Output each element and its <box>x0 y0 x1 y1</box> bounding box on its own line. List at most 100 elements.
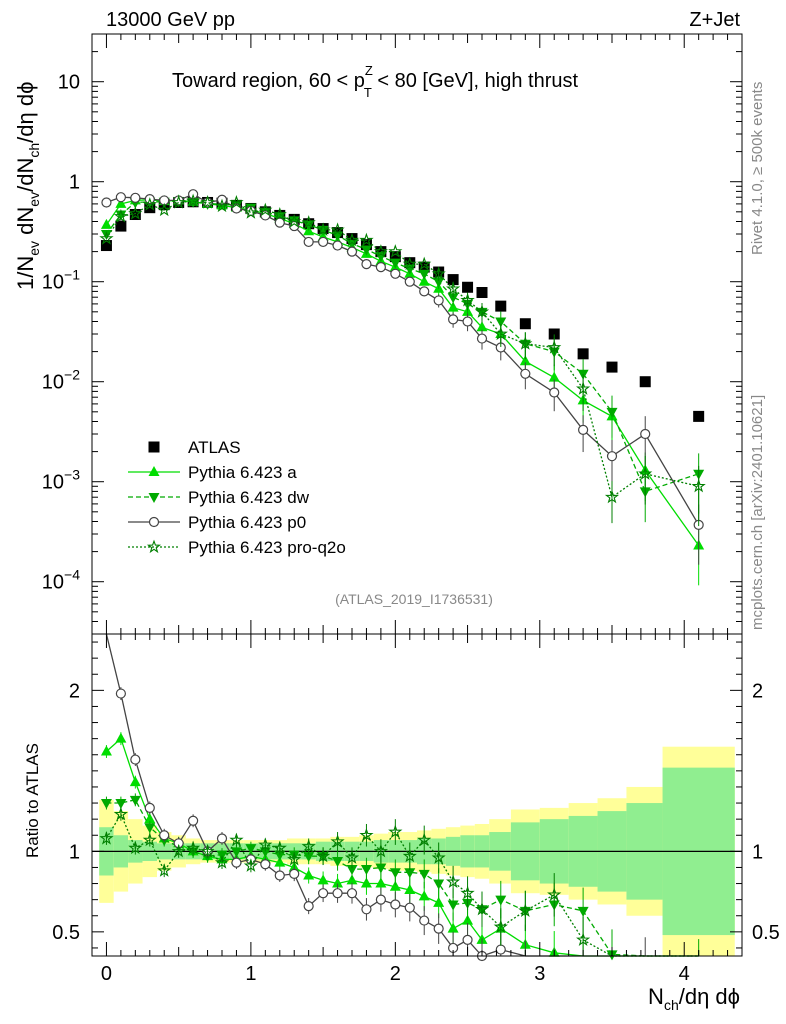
point-p0 <box>390 268 401 279</box>
ratio-point-p0 <box>318 888 329 899</box>
point-a <box>476 321 488 332</box>
ratio-point-p0 <box>419 915 430 926</box>
ratio-point-p0 <box>332 888 343 899</box>
ratio-point-p0 <box>346 888 358 899</box>
point-a <box>115 197 127 208</box>
ratio-point-pro <box>301 838 316 853</box>
ratio-point-pro <box>431 850 446 864</box>
ratio-point-dw <box>274 850 286 861</box>
point-p0 <box>303 236 314 248</box>
ratio-point-p0 <box>390 899 401 910</box>
ratio-y-tick-label: 2 <box>69 680 80 702</box>
ratio-point-a <box>404 883 416 894</box>
ratio-point-a <box>418 890 430 901</box>
point-atlas <box>447 274 459 286</box>
point-pro <box>128 206 143 220</box>
point-pro <box>604 489 620 504</box>
point-p0 <box>260 210 271 221</box>
ratio-point-dw <box>230 847 242 858</box>
point-pro <box>316 222 331 236</box>
ratio-point-a <box>332 877 344 888</box>
point-p0 <box>462 316 473 327</box>
ratio-point-a <box>447 922 459 933</box>
point-p0 <box>433 295 444 306</box>
legend-marker-p0 <box>148 516 160 528</box>
ratio-point-p0 <box>361 904 372 915</box>
point-atlas <box>693 410 705 422</box>
ratio-point-pro <box>547 887 562 901</box>
legend-label-pro: Pythia 6.423 pro-q2o <box>188 538 346 557</box>
header-right: Z+Jet <box>689 9 740 31</box>
x-tick-label: 0 <box>101 963 112 985</box>
point-atlas <box>389 251 401 263</box>
ratio-point-a <box>100 745 112 756</box>
point-dw <box>495 317 507 328</box>
series-line-dw <box>105 200 699 493</box>
legend-marker-pro <box>146 539 162 554</box>
point-atlas <box>495 300 507 312</box>
exponent: −4 <box>64 567 80 583</box>
ratio-y-axis-label: Ratio to ATLAS <box>23 743 42 858</box>
point-atlas <box>548 328 560 340</box>
point-dw <box>100 230 112 240</box>
point-pro <box>493 326 508 341</box>
ratio-point-pro <box>99 831 114 845</box>
x-tick-label: 4 <box>679 963 690 985</box>
ratio-point-dw <box>404 868 416 879</box>
ratio-point-pro <box>142 832 157 847</box>
ratio-point-pro <box>214 855 230 869</box>
legend: ATLAS Pythia 6.423 a Pythia 6.423 dw Pythia… <box>128 438 346 557</box>
ratio-point-a <box>115 732 127 743</box>
point-pro <box>243 205 258 219</box>
point-p0 <box>448 314 459 325</box>
ratio-point-pro <box>258 837 273 851</box>
ratio-point-a <box>129 776 141 787</box>
ratio-line-p0 <box>105 633 699 957</box>
point-atlas <box>100 240 112 252</box>
ratio-point-p0 <box>115 688 126 699</box>
point-pro <box>638 466 653 480</box>
ratio-point-p0 <box>144 802 155 813</box>
point-pro <box>576 381 591 395</box>
ratio-point-pro <box>518 903 533 917</box>
point-dw <box>418 269 430 280</box>
ratio-point-pro <box>272 840 287 855</box>
ratio-point-pro <box>128 840 143 855</box>
point-pro <box>446 281 461 295</box>
point-pro <box>373 244 388 258</box>
ratio-y-tick-label-right: 2 <box>752 680 763 702</box>
plot-title-sub: T <box>364 85 372 100</box>
point-p0 <box>606 451 618 462</box>
plot-title-sup: Z <box>365 63 373 78</box>
ratio-point-dw <box>115 799 127 810</box>
ratio-point-p0 <box>159 830 170 841</box>
point-p0 <box>332 240 343 251</box>
point-atlas <box>360 239 372 251</box>
point-p0 <box>274 217 285 228</box>
main-panel-data <box>99 189 706 586</box>
ratio-point-p0 <box>130 754 141 765</box>
point-pro <box>330 222 345 237</box>
ratio-point-dw <box>360 865 372 876</box>
ratio-point-pro <box>330 834 345 848</box>
main-y-tick-label: 10−1 <box>42 267 80 294</box>
point-pro <box>301 215 316 229</box>
ratio-panel-frame <box>91 633 743 957</box>
ratio-point-pro <box>474 901 490 916</box>
point-pro <box>691 478 706 493</box>
point-atlas <box>519 318 531 330</box>
ratio-point-pro <box>229 832 244 847</box>
legend-label-a: Pythia 6.423 a <box>188 463 297 482</box>
ratio-point-dw <box>129 795 141 806</box>
point-p0 <box>130 192 141 203</box>
point-dw <box>606 407 618 418</box>
exponent: −3 <box>64 467 80 483</box>
legend-marker-dw <box>148 493 160 503</box>
ratio-point-p0 <box>188 815 199 826</box>
legend-marker-atlas <box>148 441 160 453</box>
analysis-watermark: (ATLAS_2019_I1736531) <box>335 591 493 607</box>
plot-title-prefix: Toward region, 60 < p <box>172 70 365 92</box>
point-pro <box>417 256 432 271</box>
ratio-point-pro <box>113 806 129 821</box>
